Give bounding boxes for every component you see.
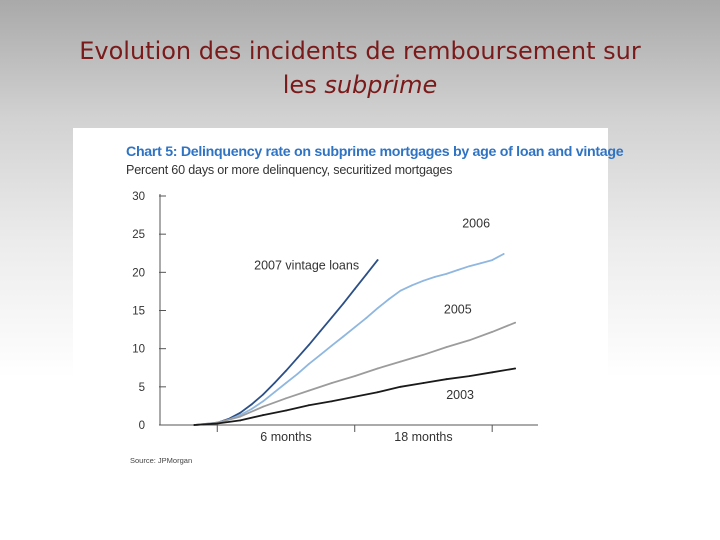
y-tick-label-20: 20 <box>132 267 145 279</box>
data-point-2003-7 <box>353 395 356 398</box>
data-point-2006-10 <box>319 353 322 356</box>
data-point-2003-8 <box>376 391 379 394</box>
slide-title-prefix: les <box>282 71 325 99</box>
data-point-2007-vintage-loans-10 <box>308 343 310 346</box>
data-point-2007-vintage-loans-7 <box>273 382 276 384</box>
data-point-2005-13 <box>491 330 494 333</box>
data-point-2006-23 <box>468 265 471 268</box>
data-point-2005-3 <box>262 405 264 408</box>
data-point-2003-5 <box>308 404 310 407</box>
data-point-2006-25 <box>491 259 494 262</box>
x-tick-label-2: 18 months <box>394 430 452 444</box>
data-point-2006-22 <box>456 269 459 271</box>
data-point-2006-11 <box>330 344 333 347</box>
data-point-2007-vintage-loans-11 <box>319 330 322 333</box>
data-point-2003-10 <box>422 382 425 384</box>
data-point-2006-5 <box>262 400 264 403</box>
data-point-2005-7 <box>353 375 356 378</box>
data-point-2005-12 <box>468 339 471 342</box>
data-point-2005-8 <box>376 367 379 370</box>
data-point-2007-vintage-loans-8 <box>285 369 287 372</box>
series-label-3: 2005 <box>444 303 472 317</box>
data-point-2006-15 <box>376 307 379 310</box>
data-point-2006-16 <box>388 298 390 300</box>
data-point-2006-9 <box>308 363 310 365</box>
data-point-2005-9 <box>399 360 402 363</box>
chart-title: Chart 5: Delinquency rate on subprime mo… <box>126 144 624 160</box>
data-point-2007-vintage-loans-13 <box>342 302 345 305</box>
data-point-2006-17 <box>399 289 402 292</box>
data-point-2003-6 <box>330 400 333 403</box>
series-label-1: 2007 vintage loans <box>254 258 359 272</box>
chart-subtitle: Percent 60 days or more delinquency, sec… <box>126 163 453 177</box>
slide-title-line-1: Evolution des incidents de remboursement… <box>79 37 641 65</box>
data-point-2005-4 <box>285 397 287 400</box>
data-point-2006-4 <box>250 408 253 410</box>
data-point-2005-11 <box>445 346 448 349</box>
data-point-2007-vintage-loans-9 <box>296 356 299 359</box>
data-point-2006-18 <box>411 284 413 287</box>
y-tick-label-10: 10 <box>132 344 145 356</box>
data-point-2006-13 <box>353 326 356 329</box>
y-tick-label-25: 25 <box>132 229 145 241</box>
y-tick-label-30: 30 <box>132 191 145 203</box>
data-point-2005-10 <box>422 353 425 356</box>
slide-title: Evolution des incidents de remboursement… <box>20 34 700 102</box>
delinquency-line-chart: 0 5 10 15 20 25 30 6 months 18 months 2007 vintag… <box>132 191 538 444</box>
data-point-2003-4 <box>285 409 287 412</box>
series-label-2: 2006 <box>462 216 490 230</box>
y-tick-label-5: 5 <box>139 382 145 394</box>
data-point-2005-14 <box>514 321 516 324</box>
data-point-2003-2 <box>239 419 242 422</box>
data-point-2003-14 <box>514 367 516 370</box>
x-tick-label-1: 6 months <box>260 430 311 444</box>
data-point-2007-vintage-loans-6 <box>262 393 264 396</box>
data-point-2007-vintage-loans-5 <box>250 403 253 406</box>
y-tick-label-0: 0 <box>139 420 145 432</box>
data-point-2003-0 <box>193 424 196 426</box>
chart-panel: Chart 5: Delinquency rate on subprime mo… <box>73 128 624 478</box>
data-point-2007-vintage-loans-4 <box>239 411 242 414</box>
data-point-2006-14 <box>365 317 368 320</box>
data-point-2006-20 <box>434 276 436 278</box>
data-point-2007-vintage-loans-14 <box>353 288 356 291</box>
data-point-2006-19 <box>422 279 425 282</box>
data-point-2005-2 <box>239 415 242 418</box>
series-label-4: 2003 <box>446 388 474 402</box>
data-point-2003-12 <box>468 375 471 378</box>
data-point-2006-8 <box>296 372 299 375</box>
data-point-2006-26 <box>502 253 505 255</box>
data-point-2003-11 <box>445 378 448 381</box>
slide-title-line-2: les subprime <box>20 68 700 102</box>
data-point-2003-13 <box>491 371 494 374</box>
data-point-2007-vintage-loans-15 <box>365 273 368 276</box>
data-point-2003-3 <box>262 414 264 416</box>
data-point-2005-6 <box>330 382 333 384</box>
data-point-2005-5 <box>308 389 310 392</box>
data-point-2006-24 <box>479 262 482 265</box>
data-point-2007-vintage-loans-12 <box>330 316 333 319</box>
data-point-2006-7 <box>285 382 287 384</box>
y-tick-label-15: 15 <box>132 306 145 318</box>
data-point-2007-vintage-loans-16 <box>376 259 379 262</box>
data-point-2006-12 <box>342 335 345 338</box>
data-point-2006-21 <box>445 272 448 275</box>
series-line-2005 <box>193 321 517 426</box>
data-point-2003-1 <box>216 422 219 425</box>
data-point-2006-6 <box>273 391 276 394</box>
data-point-2003-9 <box>399 385 402 388</box>
slide-title-emphasis: subprime <box>324 71 438 99</box>
series-line-2007-vintage-loans <box>193 259 379 426</box>
chart-source: Source: JPMorgan <box>130 456 193 465</box>
